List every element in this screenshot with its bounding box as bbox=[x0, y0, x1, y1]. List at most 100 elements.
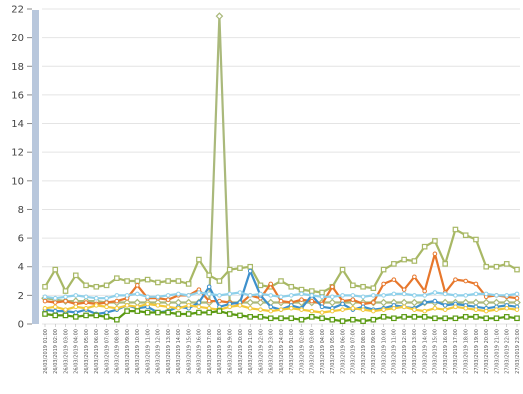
data-point[interactable] bbox=[514, 315, 520, 322]
data-point[interactable] bbox=[432, 315, 438, 322]
data-point[interactable] bbox=[504, 305, 510, 311]
data-point[interactable] bbox=[442, 261, 448, 267]
data-point[interactable] bbox=[410, 298, 419, 307]
data-point[interactable] bbox=[350, 305, 356, 311]
data-point[interactable] bbox=[421, 314, 428, 320]
data-point[interactable] bbox=[278, 294, 284, 300]
data-point[interactable] bbox=[237, 303, 243, 308]
data-point[interactable] bbox=[462, 314, 469, 320]
data-point[interactable] bbox=[494, 307, 499, 312]
data-point[interactable] bbox=[124, 293, 130, 298]
data-point[interactable] bbox=[258, 307, 263, 312]
data-point[interactable] bbox=[473, 281, 479, 287]
data-point[interactable] bbox=[267, 315, 274, 322]
data-point[interactable] bbox=[72, 314, 79, 320]
data-point[interactable] bbox=[93, 312, 100, 319]
data-point[interactable] bbox=[299, 307, 304, 312]
data-point[interactable] bbox=[298, 316, 305, 323]
data-point[interactable] bbox=[288, 305, 294, 311]
data-point[interactable] bbox=[114, 275, 120, 281]
data-point[interactable] bbox=[299, 297, 304, 302]
data-point[interactable] bbox=[226, 311, 233, 317]
data-point[interactable] bbox=[411, 258, 418, 264]
data-point[interactable] bbox=[185, 311, 192, 317]
data-point[interactable] bbox=[257, 282, 264, 289]
data-point[interactable] bbox=[422, 293, 427, 298]
data-point[interactable] bbox=[52, 312, 59, 319]
data-point[interactable] bbox=[186, 303, 191, 308]
data-point[interactable] bbox=[442, 303, 448, 308]
data-point[interactable] bbox=[104, 310, 109, 315]
data-point[interactable] bbox=[114, 316, 120, 323]
data-point[interactable] bbox=[155, 279, 161, 286]
data-point[interactable] bbox=[432, 305, 438, 311]
data-point[interactable] bbox=[52, 300, 58, 305]
data-point[interactable] bbox=[370, 316, 377, 323]
data-point[interactable] bbox=[432, 290, 438, 295]
data-point[interactable] bbox=[104, 295, 109, 301]
data-point[interactable] bbox=[309, 308, 315, 314]
data-point[interactable] bbox=[73, 293, 79, 298]
data-point[interactable] bbox=[370, 285, 377, 292]
data-point[interactable] bbox=[412, 307, 417, 312]
data-point[interactable] bbox=[381, 293, 386, 298]
data-point[interactable] bbox=[339, 266, 346, 273]
data-point[interactable] bbox=[62, 312, 69, 319]
data-point[interactable] bbox=[514, 266, 520, 273]
data-point[interactable] bbox=[134, 308, 141, 314]
data-point[interactable] bbox=[452, 226, 459, 233]
data-point[interactable] bbox=[453, 277, 458, 282]
data-point[interactable] bbox=[42, 294, 48, 300]
data-point[interactable] bbox=[371, 308, 376, 314]
data-point[interactable] bbox=[401, 291, 407, 297]
data-point[interactable] bbox=[483, 263, 490, 270]
data-point[interactable] bbox=[391, 277, 397, 282]
data-point[interactable] bbox=[504, 293, 510, 298]
data-point[interactable] bbox=[514, 295, 520, 301]
data-point[interactable] bbox=[227, 304, 232, 310]
data-point[interactable] bbox=[196, 309, 202, 316]
data-point[interactable] bbox=[155, 309, 161, 316]
data-point[interactable] bbox=[72, 272, 79, 279]
data-point[interactable] bbox=[391, 305, 397, 311]
data-point[interactable] bbox=[309, 293, 315, 298]
data-point[interactable] bbox=[380, 266, 387, 273]
data-point[interactable] bbox=[104, 300, 109, 305]
data-point[interactable] bbox=[52, 304, 58, 310]
data-point[interactable] bbox=[226, 266, 233, 273]
data-point[interactable] bbox=[514, 307, 520, 312]
data-point[interactable] bbox=[246, 298, 255, 307]
data-point[interactable] bbox=[350, 282, 356, 289]
data-point[interactable] bbox=[412, 274, 417, 280]
data-point[interactable] bbox=[247, 268, 253, 274]
data-point[interactable] bbox=[165, 304, 171, 310]
data-point[interactable] bbox=[422, 288, 427, 294]
data-point[interactable] bbox=[442, 307, 448, 312]
data-point[interactable] bbox=[237, 265, 243, 271]
data-point[interactable] bbox=[103, 282, 110, 289]
data-point[interactable] bbox=[330, 308, 335, 314]
data-point[interactable] bbox=[124, 278, 130, 284]
data-point[interactable] bbox=[83, 305, 89, 311]
data-point[interactable] bbox=[42, 311, 48, 317]
data-point[interactable] bbox=[94, 295, 99, 301]
data-point[interactable] bbox=[268, 308, 274, 314]
data-point[interactable] bbox=[206, 291, 212, 297]
data-point[interactable] bbox=[176, 305, 181, 311]
data-point[interactable] bbox=[514, 291, 520, 297]
data-point[interactable] bbox=[135, 304, 140, 310]
data-point[interactable] bbox=[83, 282, 89, 289]
data-point[interactable] bbox=[176, 291, 181, 297]
data-point[interactable] bbox=[330, 284, 335, 290]
data-point[interactable] bbox=[360, 283, 366, 290]
data-point[interactable] bbox=[73, 304, 79, 310]
data-point[interactable] bbox=[278, 298, 284, 304]
data-point[interactable] bbox=[83, 300, 89, 305]
data-point[interactable] bbox=[247, 263, 254, 270]
data-point[interactable] bbox=[196, 256, 202, 263]
data-point[interactable] bbox=[42, 298, 48, 304]
data-point[interactable] bbox=[432, 251, 438, 257]
data-point[interactable] bbox=[165, 297, 171, 302]
data-point[interactable] bbox=[175, 278, 182, 284]
data-point[interactable] bbox=[340, 293, 345, 298]
